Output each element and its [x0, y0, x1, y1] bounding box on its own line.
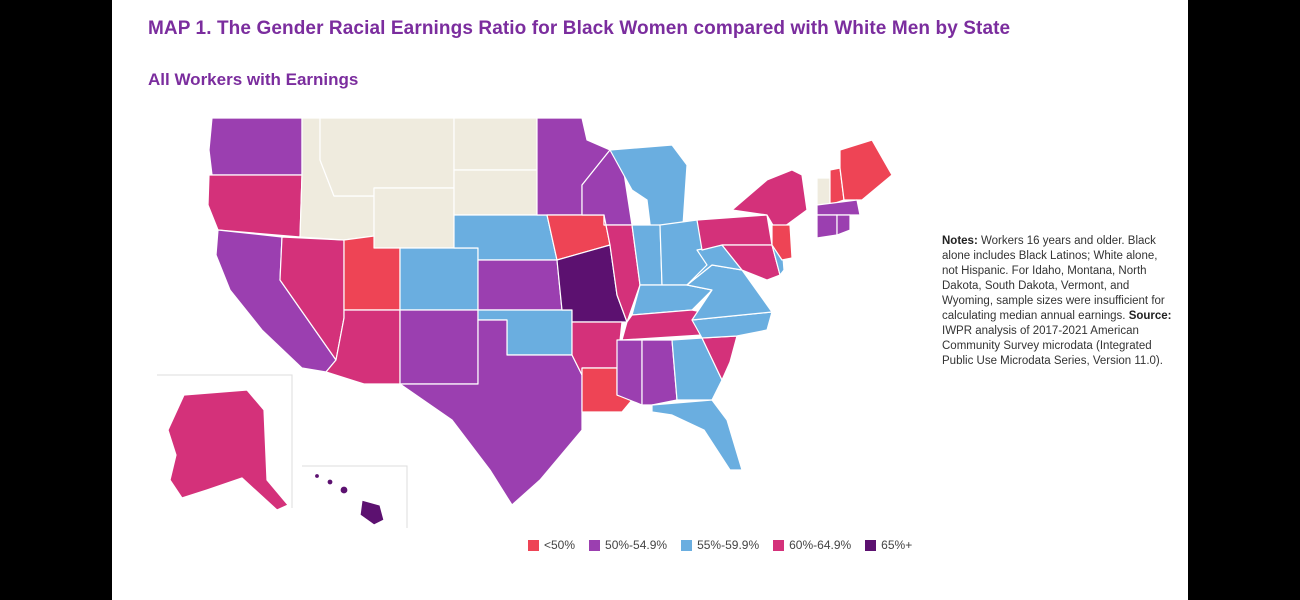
hawaii-inset-frame: [302, 465, 408, 528]
notes-text: Workers 16 years and older. Black alone …: [942, 235, 1165, 322]
map-subtitle: All Workers with Earnings: [148, 70, 359, 89]
state-NJ: [771, 224, 793, 261]
state-KY: [631, 284, 713, 316]
state-HI-island-2: [339, 485, 349, 495]
state-FL: [651, 399, 743, 471]
legend-swatch-lt50: [528, 539, 539, 551]
legend-swatch-60-64: [773, 539, 785, 551]
legend-swatch-65plus: [865, 539, 877, 551]
legend-item-50-54: 50%-54.9%: [589, 538, 667, 552]
legend-label-50-54: 50%-54.9%: [605, 538, 668, 552]
us-state-map: [157, 117, 893, 528]
state-GA: [671, 337, 723, 401]
state-OR: [207, 174, 303, 238]
source-label: Source:: [1128, 310, 1172, 322]
state-MA: [816, 199, 861, 216]
legend-label-lt50: <50%: [544, 538, 576, 552]
legend-label-65plus: 65%+: [881, 538, 913, 552]
state-HI: [359, 499, 385, 526]
legend-item-55-59: 55%-59.9%: [681, 538, 759, 552]
state-AK: [167, 389, 289, 511]
state-RI: [836, 214, 851, 236]
map-legend: <50% 50%-54.9% 55%-59.9% 60%-64.9% 65%+: [528, 538, 912, 552]
alaska-inset-frame: [157, 374, 293, 508]
map-title: MAP 1. The Gender Racial Earnings Ratio …: [148, 18, 1011, 39]
state-AL: [641, 339, 678, 406]
legend-item-65plus: 65%+: [865, 538, 912, 552]
legend-label-60-64: 60%-64.9%: [789, 538, 852, 552]
state-SD: [453, 169, 538, 216]
state-HI-island-4: [313, 472, 321, 480]
state-TX: [399, 319, 583, 506]
state-CO: [399, 247, 479, 311]
state-HI-island-3: [326, 478, 334, 486]
state-ND: [453, 117, 538, 171]
state-VT: [816, 177, 831, 206]
map-card: MAP 1. The Gender Racial Earnings Ratio …: [112, 0, 1188, 600]
state-NY: [731, 169, 808, 233]
state-KS: [477, 259, 563, 311]
state-AR: [571, 321, 623, 376]
notes-label: Notes:: [942, 235, 978, 247]
notes-panel: Notes: Workers 16 years and older. Black…: [942, 234, 1174, 369]
source-text: IWPR analysis of 2017-2021 American Comm…: [942, 325, 1163, 367]
legend-item-lt50: <50%: [528, 538, 575, 552]
state-WA: [208, 117, 303, 176]
state-WY: [373, 187, 455, 249]
state-ME: [839, 139, 893, 201]
state-MD: [721, 244, 781, 281]
state-MT: [319, 117, 455, 197]
legend-label-55-59: 55%-59.9%: [697, 538, 760, 552]
state-NM: [399, 309, 479, 385]
state-MS: [616, 339, 643, 406]
legend-swatch-50-54: [589, 539, 601, 551]
legend-item-60-64: 60%-64.9%: [773, 538, 851, 552]
legend-swatch-55-59: [681, 539, 693, 551]
state-CT: [816, 214, 838, 239]
